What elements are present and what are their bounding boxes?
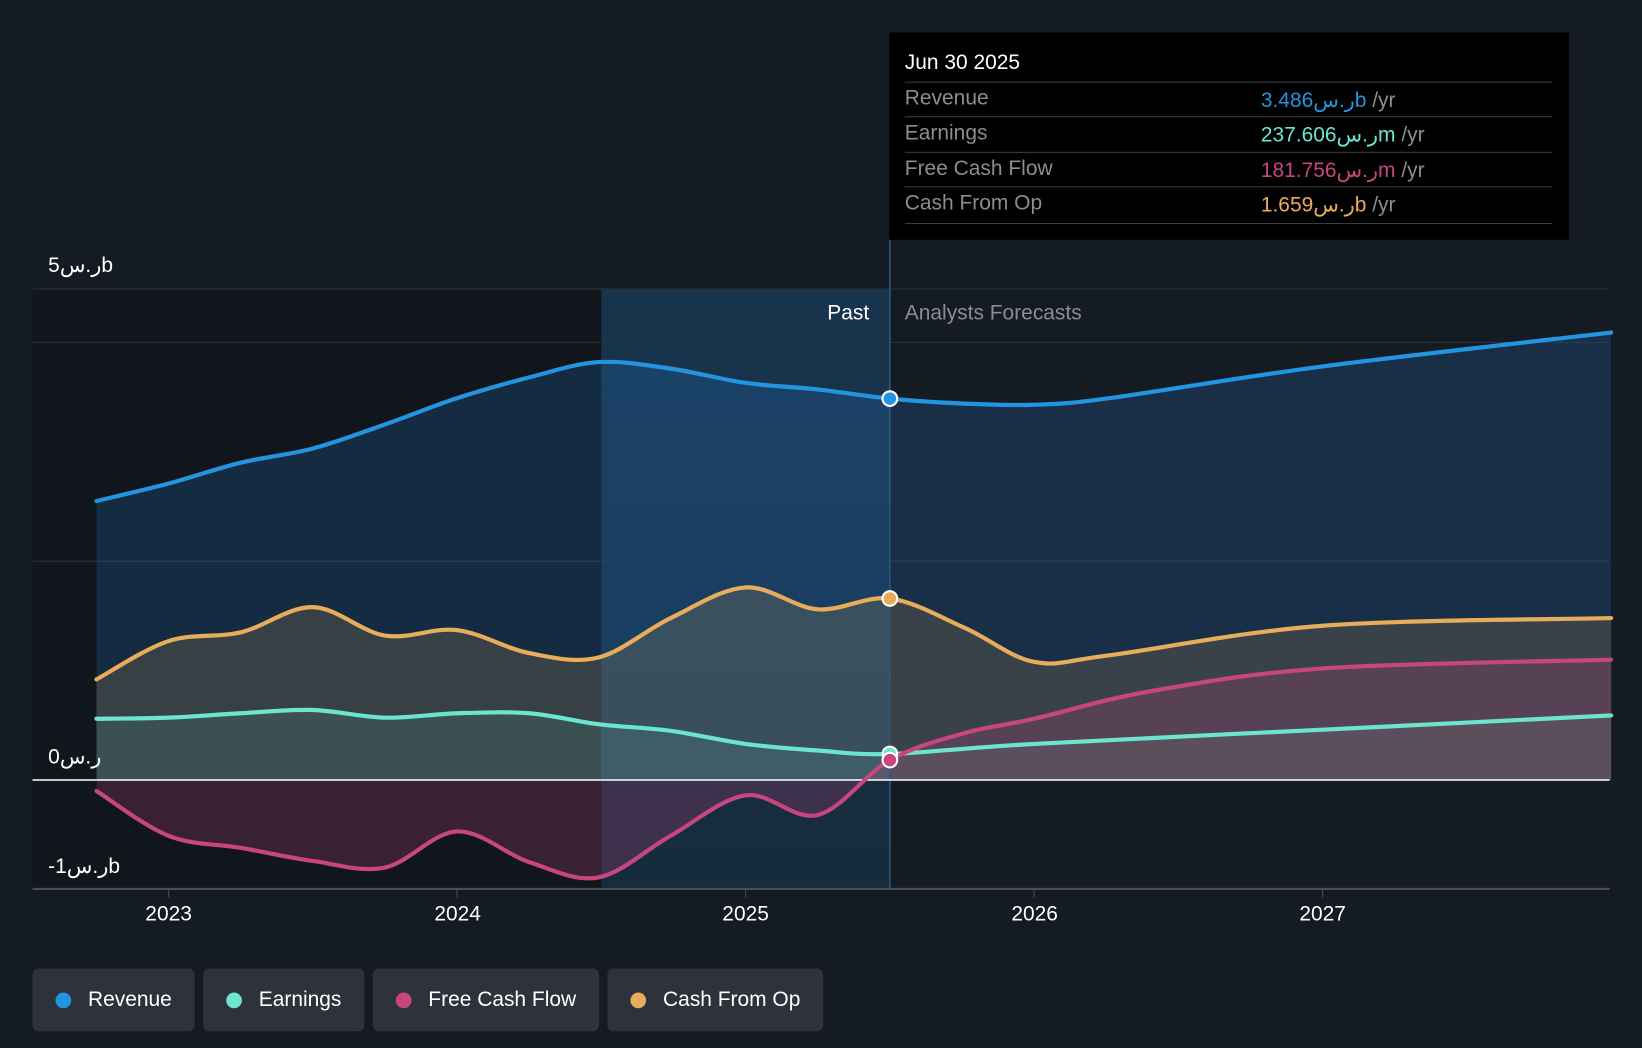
tooltip-value: 1.659ر.سb	[1260, 193, 1367, 217]
tooltip-unit: /yr	[1395, 159, 1425, 183]
tooltip-label: Cash From Op	[904, 191, 1043, 215]
legend-label: Revenue	[87, 987, 172, 1011]
revenue-line	[94, 330, 1614, 504]
x-tick-label: 2023	[145, 902, 192, 926]
legend-item-earnings[interactable]: Earnings	[203, 968, 365, 1032]
tooltip-value: 181.756ر.سm	[1260, 159, 1396, 183]
tooltip-label: Free Cash Flow	[904, 157, 1053, 181]
tooltip-row-fcf: Free Cash Flow 181.756ر.سm /yr	[904, 151, 1552, 188]
x-tick-label: 2027	[1299, 902, 1346, 926]
tooltip-row-earnings: Earnings 237.606ر.سm /yr	[904, 116, 1552, 152]
revenue-area	[96, 332, 1612, 781]
pre-past-region	[32, 288, 602, 889]
legend: Revenue Earnings Free Cash Flow Cash Fro…	[32, 968, 824, 1032]
free-cash-flow-area	[96, 659, 1612, 879]
legend-label: Cash From Op	[663, 987, 801, 1011]
legend-label: Earnings	[258, 987, 342, 1011]
tooltip-label: Earnings	[904, 121, 988, 145]
tooltip-unit: /yr	[1395, 123, 1425, 147]
legend-item-cash-from-op[interactable]: Cash From Op	[607, 968, 824, 1032]
legend-item-revenue[interactable]: Revenue	[32, 968, 195, 1032]
tooltip-unit: /yr	[1366, 193, 1396, 217]
x-tick-label: 2024	[434, 902, 481, 926]
tooltip-value: 3.486ر.سb	[1260, 88, 1367, 113]
tooltip-label: Revenue	[904, 86, 989, 110]
tooltip-unit: /yr	[1366, 88, 1396, 113]
cash-from-op-marker	[881, 590, 899, 607]
tooltip-row-revenue: Revenue 3.486ر.سb /yr	[904, 81, 1552, 118]
earnings-dot-icon	[226, 992, 242, 1008]
free-cash-flow-marker	[881, 751, 899, 769]
past-label: Past	[827, 301, 870, 325]
legend-label: Free Cash Flow	[428, 987, 577, 1011]
tooltip-divider	[904, 223, 1552, 225]
y-tick-label-top: 5ر.سb	[48, 254, 113, 278]
forecast-label: Analysts Forecasts	[904, 301, 1082, 325]
cfo-dot-icon	[630, 992, 647, 1008]
revenue-dot-icon	[55, 992, 72, 1008]
tooltip-date: Jun 30 2025	[904, 51, 1021, 75]
tooltip-row-cfo: Cash From Op 1.659ر.سb /yr	[904, 186, 1552, 222]
free-cash-flow-line	[94, 657, 1614, 881]
legend-item-free-cash-flow[interactable]: Free Cash Flow	[372, 968, 600, 1032]
y-tick-label-zero: 0ر.س	[48, 745, 102, 769]
tooltip: Jun 30 2025 Revenue 3.486ر.سb /yr Earnin…	[889, 32, 1569, 240]
cash-from-op-line	[94, 585, 1614, 682]
tooltip-value: 237.606ر.سm	[1260, 123, 1396, 147]
earnings-line	[94, 707, 1614, 757]
x-tick-label: 2026	[1011, 902, 1058, 926]
earnings-area	[96, 709, 1612, 781]
revenue-marker	[881, 390, 899, 407]
fcf-dot-icon	[395, 992, 412, 1008]
y-tick-label-bottom: -1ر.سb	[48, 855, 120, 879]
x-tick-label: 2025	[722, 902, 769, 926]
